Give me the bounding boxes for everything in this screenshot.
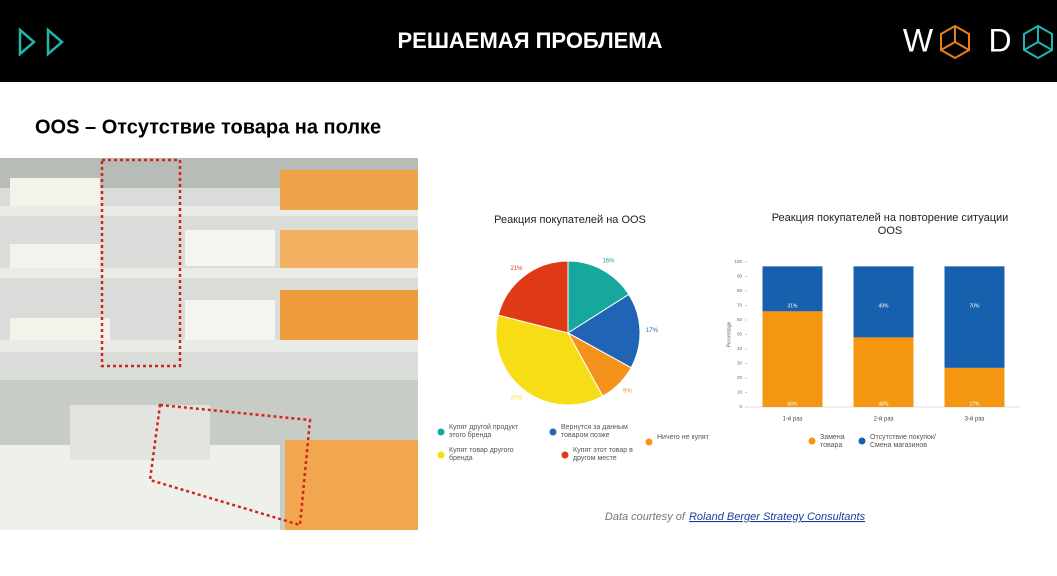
legend-swatch [858,437,866,445]
legend-swatch [561,451,569,459]
data-label: 66% [787,401,798,407]
photo [0,158,418,530]
legend-swatch [437,451,445,459]
y-tick-label: 70 [737,303,743,308]
data-label: 21% [511,266,524,272]
x-tick-label: 3-й раз [965,416,985,423]
bar-segment [944,266,1005,368]
chart-title: Реакция покупателей на повторение ситуац… [771,212,1009,237]
data-label: 31% [787,304,798,310]
pie-slice [497,260,569,334]
legend-label: Замена товара [820,434,845,449]
pie-slice [567,260,630,334]
y-tick-label: 40 [737,346,743,351]
source-link[interactable]: Roland Berger Strategy Consultants [689,511,866,523]
header-bar [0,0,1057,82]
y-tick-label: 30 [737,361,743,366]
bar-segment [853,337,914,407]
data-label: 17% [646,328,659,334]
legend-label: Купят товар другого бренда [449,447,514,462]
data-label: 48% [878,401,889,407]
y-tick-label: 0 [739,404,742,409]
source: Data courtesy of Roland Berger Strategy C… [605,511,866,523]
logo-letter: W [903,22,934,58]
source-prefix: Data courtesy of [605,511,686,523]
x-tick-label: 1-й раз [783,416,803,423]
legend-label: Купят этот товар в другом месте [573,447,633,462]
legend-label: Купят другой продукт этого бренда [449,424,519,439]
bar-segment [762,266,823,312]
logo-hex [940,24,970,60]
heading: OOS – Отсутствие товара на полке [35,116,381,138]
data-label: 16% [602,259,615,265]
data-label: 37% [511,395,524,401]
data-label: 49% [878,304,889,310]
pie-slice [567,293,641,369]
y-tick-label: 10 [737,390,743,395]
logo-letter: D [988,22,1011,58]
legend-swatch [437,428,445,436]
legend-swatch [645,438,653,446]
bar-segment [762,311,823,407]
pie-slice [495,314,604,406]
x-tick-label: 2-й раз [874,416,894,423]
bar-segment [944,367,1005,407]
legend-label: Ничего не купят [657,434,709,441]
y-tick-label: 90 [737,274,743,279]
y-tick-label: 80 [737,288,743,293]
y-tick-label: 20 [737,375,743,380]
y-axis-label: Percentage [726,321,732,347]
y-tick-label: 50 [737,332,743,337]
data-label: 70% [969,304,980,310]
y-tick-label: 60 [737,317,743,322]
chart-title: Реакция покупателей на OOS [494,214,646,226]
data-label: 27% [969,401,980,407]
legend-label: Вернутся за данным товаром позже [561,424,628,439]
y-tick-label: 100 [734,259,742,264]
bar-segment [853,266,914,338]
data-label: 9% [623,389,632,395]
legend-swatch [808,437,816,445]
legend-label: Отсутствие покупок/ Смена магазинов [870,434,936,449]
logo-hex [1023,24,1053,60]
play-icon [18,27,64,57]
header-title: РЕШАЕМАЯ ПРОБЛЕМА [397,28,662,53]
legend-swatch [549,428,557,436]
